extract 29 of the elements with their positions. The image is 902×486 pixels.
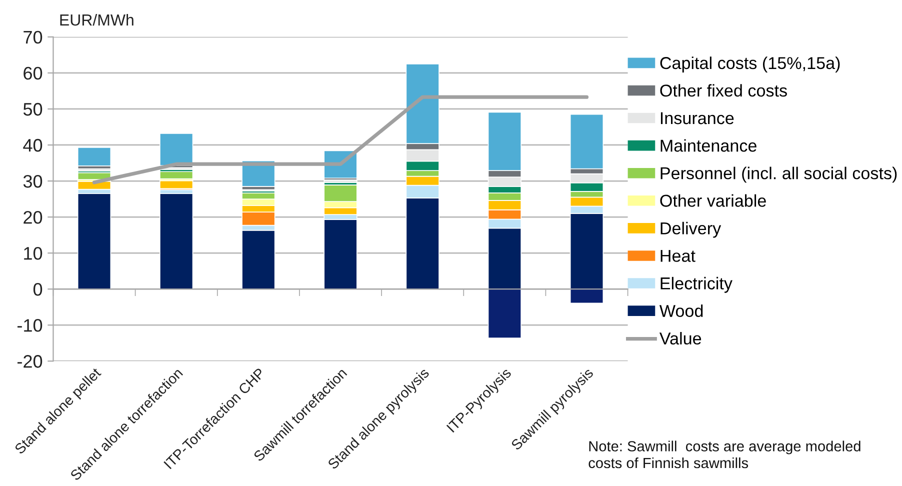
y-tick-label: 20 xyxy=(24,210,42,224)
y-tick-label: 50 xyxy=(23,102,42,116)
y-tick-label: 60 xyxy=(24,66,42,80)
text: Note: Sawmill costs are average modeled costs of Finnish sawmills xyxy=(588,440,860,468)
legend-label: Insurance xyxy=(660,112,734,124)
y-tick-label: 0 xyxy=(33,282,42,296)
bar xyxy=(77,147,112,166)
legend-label: Other fixed costs xyxy=(660,84,787,97)
y-tick-label: 40 xyxy=(23,138,42,152)
y-tick-label: 30 xyxy=(23,174,42,188)
bar xyxy=(242,230,276,290)
bar xyxy=(160,193,194,290)
legend-label: Heat xyxy=(660,250,696,262)
legend-label: Personnel (incl. all social costs) xyxy=(660,166,897,183)
y-tick-label: 10 xyxy=(24,246,42,260)
legend-label: Maintenance xyxy=(660,139,756,152)
bar xyxy=(160,133,194,166)
legend-label: Capital costs (15%,15a) xyxy=(660,56,840,73)
y-tick-label: 70 xyxy=(24,30,42,44)
legend-label: Other variable xyxy=(660,194,766,207)
y-axis-title: EUR/MWh xyxy=(60,14,134,26)
legend-label: Wood xyxy=(659,304,703,318)
y-tick-label: -20 xyxy=(18,355,42,368)
legend-label: Delivery xyxy=(660,222,722,238)
bar xyxy=(324,219,358,290)
legend-label: Value xyxy=(659,332,702,345)
bar xyxy=(77,193,112,290)
legend-label: Electricity xyxy=(660,276,732,293)
y-tick-label: -10 xyxy=(18,319,42,332)
